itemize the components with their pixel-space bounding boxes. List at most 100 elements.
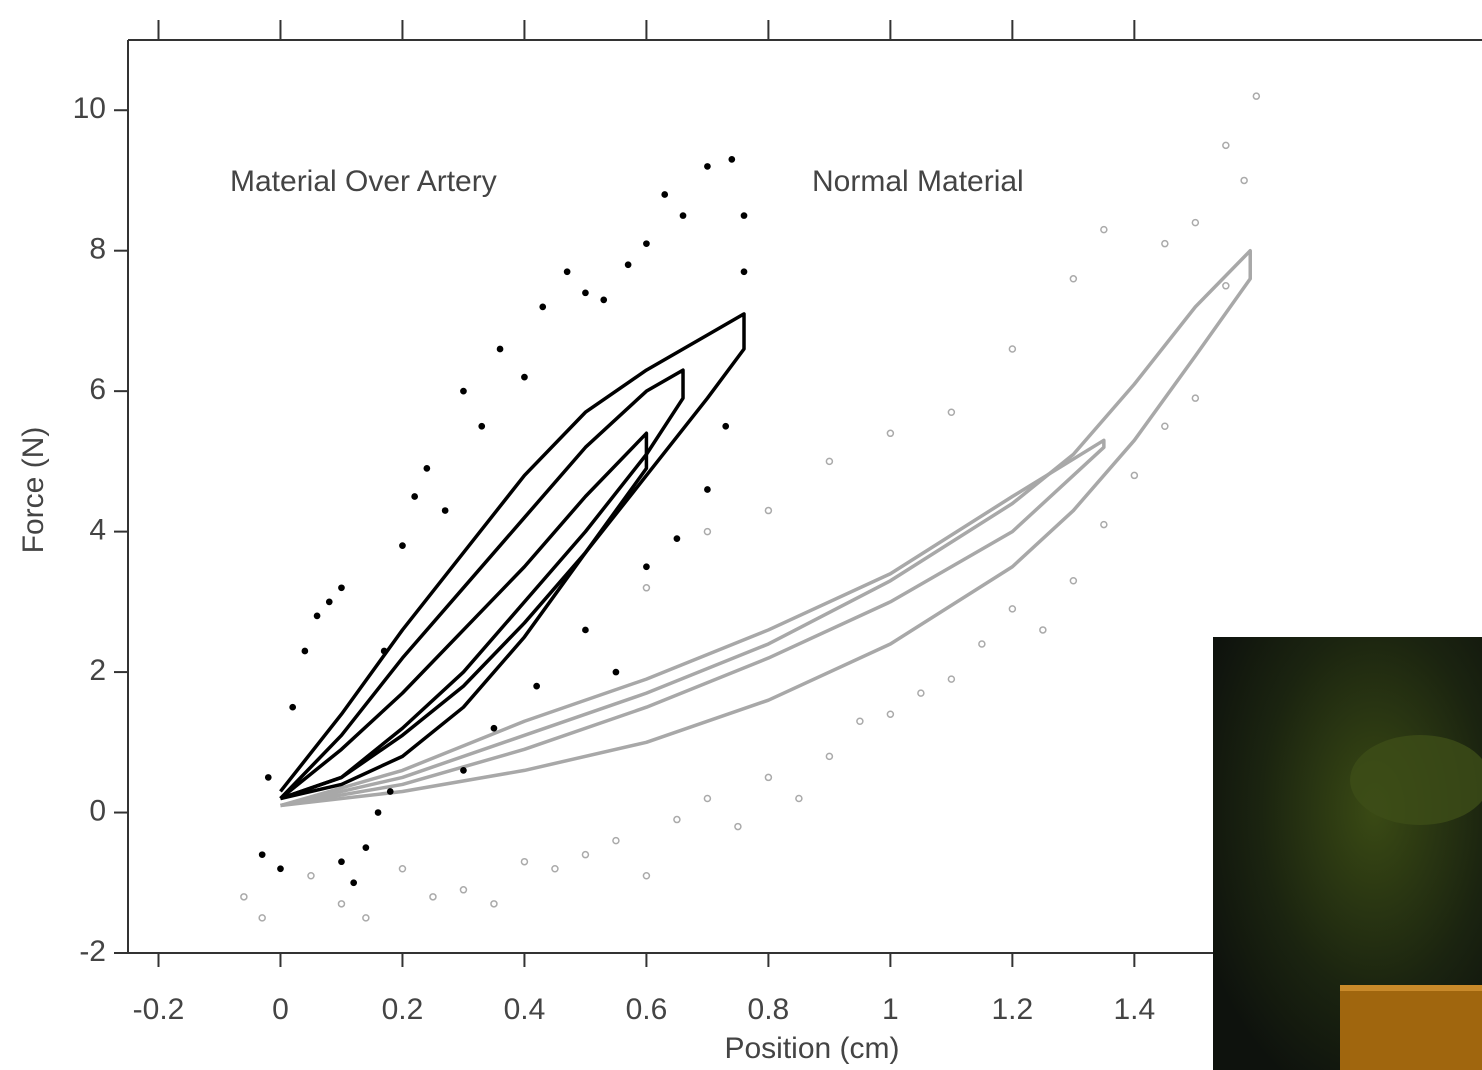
- scatter-point: [423, 465, 431, 472]
- inset-photo: [1213, 637, 1482, 1070]
- scatter-point: [374, 809, 382, 816]
- x-tick-label: 0: [272, 993, 289, 1026]
- scatter-point: [289, 703, 297, 711]
- scatter-point: [642, 584, 651, 592]
- x-tick-label: 0.2: [382, 993, 424, 1026]
- scatter-point: [338, 858, 345, 866]
- scatter-point: [703, 527, 712, 536]
- scatter-point: [398, 864, 407, 873]
- y-tick-label: 4: [89, 514, 106, 547]
- scatter-point: [362, 844, 370, 852]
- scatter-point: [795, 794, 803, 803]
- scatter-point: [581, 850, 590, 859]
- scatter-point: [642, 871, 651, 880]
- y-tick-label: -2: [79, 935, 106, 968]
- scatter-point: [704, 163, 711, 170]
- x-tick-label: 1: [882, 993, 899, 1026]
- plot-area: -0.2 0 0.2 0.4 0.6 0.8 1 1.2 1.4 -2 0 2 4 6 8 10 Materia…: [73, 20, 1482, 1026]
- scatter-point: [264, 774, 272, 781]
- y-tick-label: 0: [89, 794, 106, 827]
- x-tick-label: 0.8: [748, 993, 790, 1026]
- y-tick-label: 6: [89, 373, 106, 406]
- x-axis-title: Position (cm): [724, 1032, 899, 1065]
- scatter-point: [947, 408, 956, 416]
- scatter-point: [325, 598, 333, 606]
- scatter-point: [386, 788, 394, 795]
- scatter-point: [337, 900, 346, 908]
- scatter-point: [825, 752, 834, 761]
- y-tick-label: 10: [73, 92, 106, 125]
- scatter-point: [1161, 422, 1169, 431]
- scatter-point: [673, 535, 681, 542]
- y-tick-label: 8: [89, 233, 106, 266]
- scatter-point: [740, 212, 748, 219]
- loop-line: [279, 438, 1106, 808]
- scatter-point: [704, 486, 711, 493]
- scatter-point: [521, 373, 528, 381]
- scatter-point: [563, 268, 571, 276]
- scatter-point: [258, 914, 266, 922]
- scatter-point: [301, 647, 309, 655]
- scatter-point: [582, 626, 589, 634]
- scatter-point: [740, 268, 748, 276]
- scatter-point: [947, 675, 956, 683]
- scatter-point: [490, 900, 498, 908]
- scatter-point: [1069, 577, 1078, 585]
- scatter-point: [362, 914, 370, 922]
- scatter-point: [258, 851, 266, 859]
- scatter-point: [1100, 225, 1108, 234]
- scatter-point: [703, 794, 712, 803]
- scatter-point: [1222, 141, 1230, 150]
- scatter-point: [1008, 345, 1017, 353]
- scatter-point: [624, 261, 632, 269]
- x-tick-label: 1.4: [1113, 993, 1155, 1026]
- annotation: Normal Material: [812, 165, 1024, 198]
- scatter-point: [764, 506, 773, 515]
- photo-edge: [1340, 985, 1482, 991]
- scatter-point: [1008, 605, 1017, 613]
- scatter-point: [1130, 471, 1139, 480]
- scatter-point: [643, 240, 650, 248]
- y-tick-label: 2: [89, 654, 106, 687]
- loop-line: [279, 368, 685, 801]
- scatter-point: [1100, 520, 1108, 529]
- scatter-point: [1161, 239, 1169, 248]
- scatter-point: [886, 429, 895, 438]
- x-tick-label: -0.2: [133, 993, 185, 1026]
- scatter-point: [1191, 218, 1200, 227]
- scatter-point: [856, 717, 864, 725]
- scatter-point: [643, 563, 650, 571]
- scatter-point: [520, 857, 529, 866]
- scatter-point: [722, 422, 730, 430]
- scatter-point: [917, 689, 925, 697]
- scatter-point: [728, 156, 736, 163]
- scatter-point: [411, 493, 419, 500]
- y-axis-title: Force (N): [17, 427, 50, 554]
- scatter-point: [459, 886, 468, 894]
- scatter-point: [582, 289, 589, 297]
- scatter-point: [661, 191, 669, 198]
- scatter-point: [399, 542, 406, 550]
- scatter-point: [460, 767, 467, 774]
- scatter-point: [612, 668, 620, 676]
- scatter-point: [825, 457, 834, 466]
- scatter-point: [533, 682, 540, 690]
- scatter-point: [240, 893, 248, 901]
- scatter-point: [1222, 282, 1230, 290]
- scatter-point: [496, 345, 504, 353]
- loop-line: [280, 248, 1252, 808]
- photo-blob: [1350, 735, 1482, 825]
- scatter-point: [1069, 275, 1078, 283]
- loop-line: [279, 431, 649, 801]
- x-tick-label: 0.4: [504, 993, 546, 1026]
- scatter-point: [600, 296, 608, 304]
- scatter-point: [429, 893, 437, 901]
- scatter-point: [679, 212, 687, 219]
- photo-block: [1340, 985, 1482, 1070]
- scatter-point: [764, 773, 773, 782]
- scatter-point: [886, 710, 895, 718]
- scatter-point: [338, 584, 345, 592]
- scatter-point: [734, 822, 742, 831]
